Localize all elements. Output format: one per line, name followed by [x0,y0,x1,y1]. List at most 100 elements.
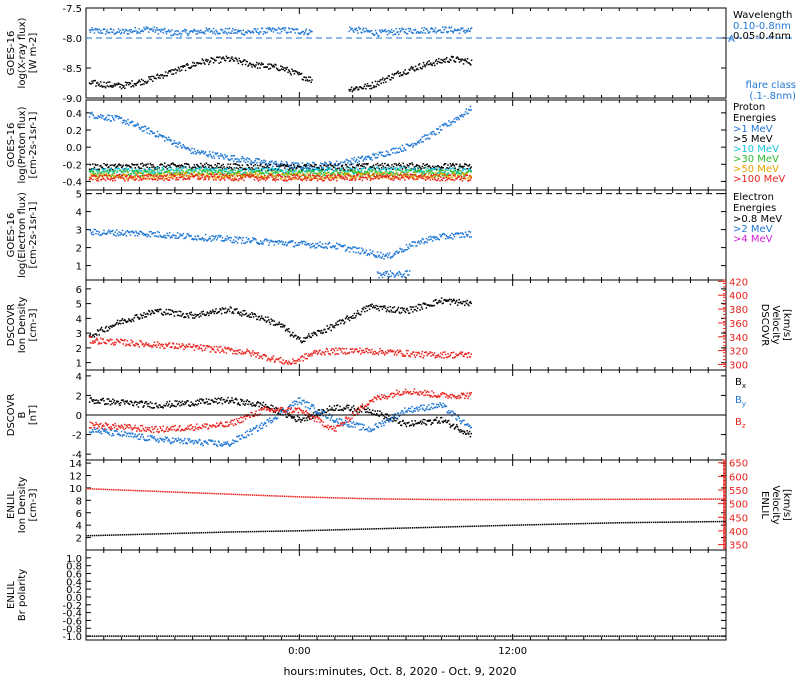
data-point [99,172,101,175]
data-point [189,149,192,152]
data-point [228,27,231,30]
data-point [283,26,285,29]
data-point [117,117,120,120]
data-point [337,173,340,176]
data-point [430,173,432,175]
data-point [434,64,436,67]
data-point [386,174,388,176]
data-point [178,164,180,167]
data-point [301,168,304,170]
data-point [186,147,188,149]
data-point [290,170,292,173]
data-point [182,312,184,315]
data-point [350,248,352,250]
data-point [460,114,463,116]
data-point [138,79,140,82]
data-point [413,166,416,168]
data-point [125,164,128,166]
data-point [149,172,152,175]
data-point [148,167,150,170]
data-point [456,232,459,234]
data-point [470,109,472,111]
data-point [177,66,180,69]
data-point [231,241,233,244]
data-point [92,80,95,82]
data-point [149,28,152,31]
data-point [404,270,407,273]
data-point [112,28,115,31]
data-point [256,162,258,164]
data-point [362,163,364,165]
data-point [323,172,325,174]
data-point [134,82,136,85]
data-point [301,30,304,33]
data-point [184,237,187,239]
data-point [135,314,137,317]
data-point [180,164,183,166]
data-point [120,87,123,90]
data-point [368,253,370,255]
data-point [120,233,123,235]
data-point [296,162,299,165]
data-point [436,237,439,240]
data-point [226,33,228,35]
data-point [364,172,367,174]
data-point [318,175,320,178]
data-point [248,170,250,172]
data-point [429,235,432,238]
data-point [303,167,305,170]
data-point [329,163,332,166]
data-point [427,176,429,178]
data-point [128,319,131,321]
data-point [454,121,456,123]
data-point [225,173,228,176]
data-point [327,168,329,171]
data-point [354,168,356,171]
y-tick-label: 4 [76,314,82,325]
data-point [220,152,222,155]
data-point [115,116,117,118]
data-point [208,176,211,178]
data-point [220,309,222,311]
data-point [182,178,184,181]
data-point [280,175,282,178]
data-point [139,176,141,179]
legend-entry: >50 MeV [733,164,779,175]
data-point [417,176,420,179]
data-point [416,169,419,171]
series-xray-1 [88,55,473,93]
data-point [364,251,367,254]
data-point [387,256,389,259]
data-point [91,27,93,29]
data-point [200,31,203,34]
data-point [92,168,95,170]
data-point [134,179,136,181]
data-point [91,170,93,172]
data-point [338,167,340,169]
data-point [266,31,268,34]
data-point [400,248,402,250]
data-point [169,172,172,175]
data-point [142,165,144,167]
data-point [375,163,377,166]
data-point [448,172,450,174]
data-point [316,167,319,169]
data-point [434,30,436,33]
data-point [456,174,459,176]
data-point [162,135,164,137]
data-point [224,174,227,177]
data-point [245,31,248,34]
data-point [112,164,115,167]
data-point [352,251,355,253]
data-point [197,177,200,179]
data-point [259,242,261,245]
data-point [217,32,220,35]
data-point [147,233,149,236]
data-point [445,58,447,60]
data-point [332,165,334,167]
data-point [415,144,417,146]
series-electron-1 [376,270,411,279]
data-point [395,169,397,172]
data-point [89,229,92,232]
data-point [394,152,396,154]
